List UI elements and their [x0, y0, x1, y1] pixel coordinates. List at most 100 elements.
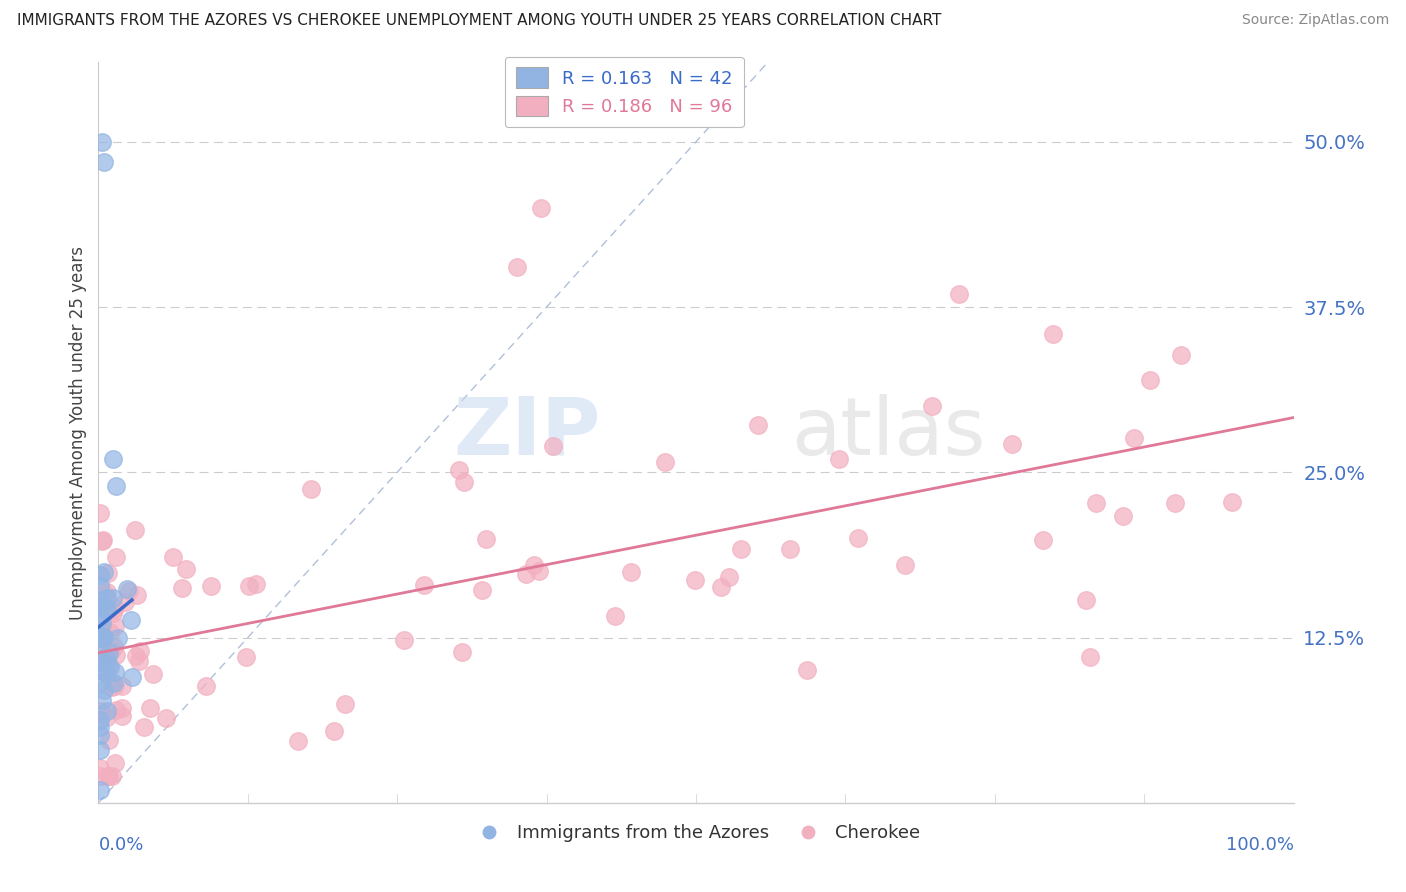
Point [287, 733, 309, 747]
Point [93, 565, 115, 579]
Point [1220, 495, 1243, 509]
Point [104, 600, 127, 615]
Point [111, 701, 134, 715]
Point [89, 761, 111, 775]
Point [127, 588, 149, 602]
Point [1001, 436, 1024, 450]
Point [142, 666, 165, 681]
Point [683, 574, 706, 588]
Point [93, 154, 115, 169]
Text: 0.0%: 0.0% [98, 836, 143, 855]
Point [523, 558, 546, 573]
Point [101, 607, 124, 621]
Point [94, 666, 117, 681]
Point [93, 683, 115, 698]
Point [515, 566, 537, 581]
Point [730, 541, 752, 556]
Point [89, 568, 111, 582]
Point [1074, 593, 1097, 607]
Point [654, 455, 676, 469]
Point [91, 135, 114, 149]
Point [155, 710, 177, 724]
Point [89, 610, 111, 624]
Point [96, 710, 118, 724]
Point [1112, 508, 1135, 523]
Point [91, 533, 114, 547]
Point [89, 742, 111, 756]
Point [118, 584, 141, 599]
Point [101, 591, 124, 605]
Point [101, 680, 124, 694]
Point [125, 648, 148, 663]
Point [894, 558, 917, 573]
Point [195, 679, 218, 693]
Point [89, 600, 111, 615]
Point [89, 506, 111, 520]
Point [394, 632, 416, 647]
Point [96, 584, 118, 599]
Point [1123, 432, 1146, 446]
Point [1139, 373, 1161, 387]
Point [162, 549, 184, 564]
Point [101, 452, 124, 467]
Point [1042, 326, 1064, 341]
Point [299, 482, 322, 496]
Point [796, 664, 818, 678]
Point [90, 533, 112, 548]
Point [176, 562, 198, 576]
Text: IMMIGRANTS FROM THE AZORES VS CHEROKEE UNEMPLOYMENT AMONG YOUTH UNDER 25 YEARS C: IMMIGRANTS FROM THE AZORES VS CHEROKEE U… [17, 13, 941, 29]
Text: 100.0%: 100.0% [1226, 836, 1294, 855]
Point [115, 582, 138, 596]
Point [94, 657, 117, 671]
Point [200, 579, 222, 593]
Point [828, 452, 851, 467]
Point [779, 542, 801, 557]
Point [506, 260, 529, 275]
Text: atlas: atlas [792, 393, 986, 472]
Y-axis label: Unemployment Among Youth under 25 years: Unemployment Among Youth under 25 years [69, 245, 87, 620]
Text: Source: ZipAtlas.com: Source: ZipAtlas.com [1241, 13, 1389, 28]
Point [129, 644, 152, 658]
Point [98, 769, 121, 783]
Point [89, 728, 111, 742]
Point [89, 720, 111, 734]
Point [620, 565, 643, 579]
Point [90, 693, 112, 707]
Point [93, 622, 115, 636]
Text: ZIP: ZIP [453, 393, 600, 472]
Point [530, 201, 553, 215]
Point [96, 591, 118, 605]
Point [97, 566, 120, 580]
Point [921, 399, 943, 413]
Point [104, 619, 127, 633]
Point [1164, 496, 1187, 510]
Point [103, 640, 125, 654]
Point [120, 614, 142, 628]
Point [124, 523, 146, 537]
Point [89, 704, 111, 718]
Point [97, 732, 120, 747]
Point [89, 631, 111, 645]
Point [96, 651, 118, 665]
Point [98, 624, 121, 639]
Point [89, 713, 111, 727]
Point [98, 646, 121, 660]
Point [90, 674, 112, 689]
Point [245, 577, 267, 591]
Point [103, 675, 125, 690]
Point [447, 463, 470, 477]
Point [475, 532, 498, 546]
Point [1085, 495, 1108, 509]
Point [333, 697, 356, 711]
Point [100, 644, 122, 658]
Point [89, 769, 111, 783]
Point [846, 531, 869, 545]
Point [89, 782, 111, 797]
Point [104, 550, 127, 565]
Point [121, 670, 143, 684]
Point [451, 645, 474, 659]
Point [105, 648, 128, 662]
Point [747, 417, 769, 432]
Point [91, 665, 114, 679]
Point [453, 475, 475, 489]
